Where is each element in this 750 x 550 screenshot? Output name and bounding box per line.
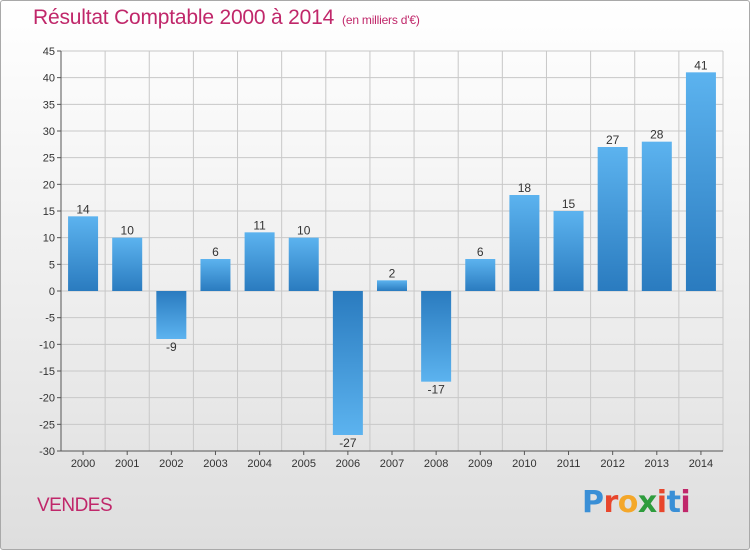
y-tick-label: 30 <box>43 126 55 138</box>
bar-2006 <box>332 291 363 435</box>
y-tick-label: 35 <box>43 99 55 111</box>
y-tick-label: 40 <box>43 73 55 85</box>
bar-2007 <box>377 280 407 291</box>
x-tick-label: 2007 <box>380 458 404 470</box>
logo-letter: i <box>656 485 667 520</box>
x-tick-label: 2003 <box>203 458 227 470</box>
logo-letter: i <box>680 485 691 520</box>
logo-letter: o <box>617 485 639 520</box>
bar-2010 <box>509 195 540 291</box>
x-tick-label: 2008 <box>424 458 448 470</box>
data-label: -17 <box>427 383 445 397</box>
place-name: VENDES <box>37 495 113 516</box>
y-tick-label: -30 <box>39 446 55 458</box>
y-tick-label: 45 <box>43 46 55 58</box>
data-label: 6 <box>477 245 484 259</box>
bar-2012 <box>597 147 628 291</box>
y-tick-label: -20 <box>39 393 55 405</box>
bar-2004 <box>244 232 275 291</box>
x-tick-label: 2011 <box>557 458 581 470</box>
x-tick-label: 2009 <box>468 458 492 470</box>
x-tick-label: 2002 <box>159 458 183 470</box>
data-label: 28 <box>650 128 664 142</box>
y-tick-label: 15 <box>43 206 55 218</box>
y-tick-label: -5 <box>45 313 55 325</box>
data-label: 14 <box>76 202 90 216</box>
bar-2009 <box>465 259 496 291</box>
x-tick-label: 2014 <box>689 458 713 470</box>
y-tick-label: -10 <box>39 339 55 351</box>
bars <box>68 72 716 435</box>
y-tick-label: 25 <box>43 153 55 165</box>
data-label: 6 <box>212 245 219 259</box>
data-label: 18 <box>518 181 532 195</box>
x-tick-label: 2004 <box>247 458 271 470</box>
x-tick-label: 2013 <box>645 458 669 470</box>
bar-2011 <box>553 211 584 291</box>
bar-2002 <box>156 291 187 339</box>
data-label: 27 <box>606 133 620 147</box>
data-label: 2 <box>389 266 396 280</box>
bar-2005 <box>288 237 319 291</box>
bar-2008 <box>421 291 452 382</box>
data-labels: 14 10 -9 6 11 10 -27 2 -17 6 18 15 27 28 41 <box>76 58 708 450</box>
axes: 45 40 35 30 25 20 15 10 5 0 -5 -10 -15 -20 -25 -30 2000 2… <box>39 46 723 470</box>
y-tick-label: -15 <box>39 366 55 378</box>
title-text: Résultat Comptable 2000 à 2014 <box>33 6 335 29</box>
x-tick-label: 2010 <box>512 458 536 470</box>
data-label: 10 <box>121 224 135 238</box>
bar-2013 <box>641 141 672 291</box>
x-tick-label: 2006 <box>336 458 360 470</box>
data-label: 10 <box>297 224 311 238</box>
proxiti-logo[interactable]: Proxiti <box>582 485 691 520</box>
logo-letter: r <box>603 485 619 520</box>
x-tick-label: 2001 <box>115 458 139 470</box>
bar-2003 <box>200 259 231 291</box>
data-label: 11 <box>253 218 266 232</box>
bar-2001 <box>112 237 143 291</box>
bar-2000 <box>68 216 99 291</box>
x-tick-label: 2000 <box>71 458 95 470</box>
logo-letter: t <box>666 485 681 520</box>
title-unit: (en milliers d'€) <box>342 13 420 27</box>
data-label: 41 <box>694 58 708 72</box>
y-tick-label: 5 <box>49 259 55 271</box>
logo-letter: x <box>637 485 657 520</box>
logo-letter: P <box>582 485 604 520</box>
bar-2014 <box>685 72 716 291</box>
y-tick-label: 0 <box>49 286 55 298</box>
data-label: -27 <box>339 436 357 450</box>
y-tick-label: 20 <box>43 179 55 191</box>
x-tick-label: 2012 <box>600 458 624 470</box>
y-tick-label: -25 <box>39 419 55 431</box>
chart-title: Résultat Comptable 2000 à 2014 (en millie… <box>33 6 420 30</box>
data-label: 15 <box>562 197 576 211</box>
data-label: -9 <box>166 340 177 354</box>
y-tick-label: 10 <box>43 233 55 245</box>
x-tick-label: 2005 <box>291 458 315 470</box>
